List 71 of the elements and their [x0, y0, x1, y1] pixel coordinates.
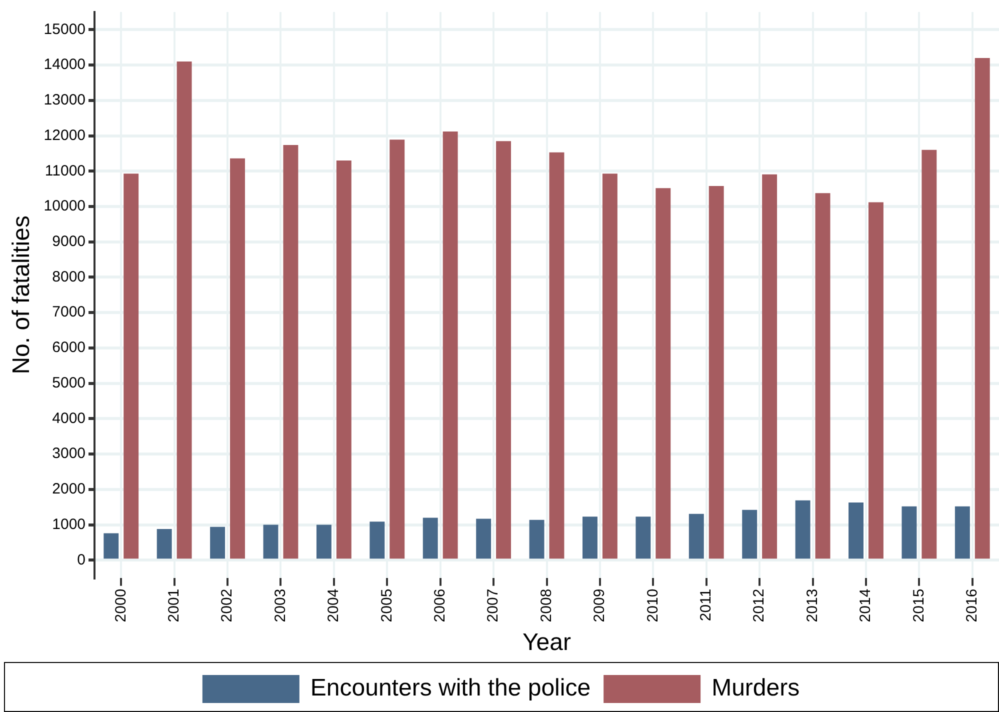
bar	[795, 500, 810, 559]
x-tick-label: 2007	[484, 588, 502, 622]
bar	[104, 533, 119, 559]
y-tick-label: 1000	[52, 516, 86, 533]
bar	[954, 506, 970, 559]
bar	[124, 174, 139, 559]
bar	[708, 186, 724, 559]
x-tick-label: 2004	[325, 588, 342, 622]
y-tick-label: 12000	[44, 126, 86, 144]
x-tick-label: 2001	[165, 588, 182, 622]
bar	[476, 518, 492, 559]
y-tick-label: 0	[77, 551, 86, 568]
x-tick-label: 2013	[804, 588, 821, 622]
legend-label: Encounters with the police	[310, 674, 591, 702]
x-tick-label: 2006	[431, 588, 448, 622]
x-tick-label: 2016	[964, 588, 981, 622]
bar	[636, 516, 651, 559]
bar	[283, 144, 298, 559]
bar	[549, 152, 564, 559]
y-tick-label: 9000	[52, 233, 86, 250]
y-tick-label: 7000	[52, 304, 86, 321]
legend-label: Murders	[712, 674, 800, 702]
bar	[742, 510, 758, 559]
bar	[762, 174, 778, 559]
x-tick-label: 2012	[750, 588, 768, 622]
y-tick-label: 4000	[52, 410, 86, 427]
bar	[815, 193, 830, 559]
bar	[496, 141, 512, 559]
x-tick-label: 2011	[698, 588, 715, 622]
y-tick-label: 2000	[52, 480, 86, 498]
bar	[582, 516, 598, 559]
x-tick-label: 2009	[591, 588, 608, 622]
y-tick-label: 15000	[44, 20, 86, 38]
bar	[230, 158, 245, 559]
x-tick-label: 2008	[538, 588, 555, 622]
y-axis-title: No. of fatalities	[8, 216, 36, 374]
bar	[176, 62, 192, 559]
y-tick-label: 6000	[52, 339, 86, 356]
y-tick-label: 8000	[52, 268, 86, 286]
x-tick-label: 2000	[112, 588, 130, 622]
bar	[602, 174, 618, 559]
y-tick-label: 14000	[44, 56, 86, 74]
bar	[688, 514, 704, 559]
x-tick-label: 2005	[378, 588, 396, 622]
x-tick-label: 2010	[644, 588, 662, 622]
bar	[336, 160, 352, 559]
bar	[422, 518, 438, 559]
y-tick-label: 3000	[52, 445, 86, 462]
bar	[156, 529, 172, 559]
bar	[902, 506, 917, 559]
bar	[442, 132, 458, 559]
bar	[263, 524, 278, 559]
bar	[390, 140, 405, 559]
y-tick-label: 13000	[44, 92, 86, 109]
x-tick-label: 2003	[272, 588, 289, 622]
bar	[848, 502, 864, 559]
y-tick-label: 11000	[44, 162, 86, 180]
bar	[922, 150, 937, 559]
bar	[656, 188, 671, 559]
bar	[316, 524, 332, 559]
y-tick-label: 10000	[44, 198, 86, 215]
y-tick-label: 5000	[52, 374, 86, 392]
x-tick-label: 2015	[910, 588, 928, 622]
bar	[974, 58, 990, 559]
x-tick-label: 2002	[218, 588, 236, 622]
x-axis-title: Year	[522, 629, 572, 656]
bar	[370, 522, 385, 559]
bar	[868, 202, 884, 559]
bar	[210, 526, 226, 559]
x-tick-label: 2014	[857, 588, 874, 622]
bar	[529, 520, 544, 559]
